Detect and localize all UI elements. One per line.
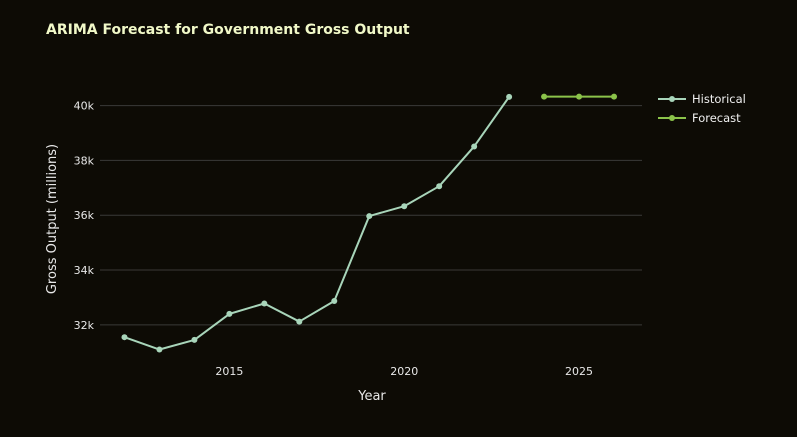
series-forecast[interactable] xyxy=(541,93,618,100)
legend[interactable]: Historical Forecast xyxy=(658,92,746,125)
data-point-historical[interactable] xyxy=(506,93,513,100)
series-historical[interactable] xyxy=(121,93,513,353)
legend-item-forecast[interactable]: Forecast xyxy=(658,111,741,125)
legend-marker-historical xyxy=(669,96,675,102)
data-point-historical[interactable] xyxy=(156,346,163,353)
data-point-historical[interactable] xyxy=(191,336,198,343)
data-point-historical[interactable] xyxy=(401,203,408,210)
x-tick-labels: 2015 2020 2025 xyxy=(215,365,593,378)
data-point-historical[interactable] xyxy=(261,300,268,307)
data-point-historical[interactable] xyxy=(121,334,128,341)
y-axis-label: Gross Output (millions) xyxy=(45,144,60,294)
data-point-forecast[interactable] xyxy=(576,93,583,100)
series-layer xyxy=(121,93,618,353)
data-point-historical[interactable] xyxy=(366,213,373,220)
data-point-forecast[interactable] xyxy=(611,93,618,100)
x-tick-label: 2015 xyxy=(215,365,243,378)
data-point-historical[interactable] xyxy=(436,183,443,190)
data-point-forecast[interactable] xyxy=(541,93,548,100)
legend-label-historical: Historical xyxy=(692,92,746,106)
legend-label-forecast: Forecast xyxy=(692,111,741,125)
legend-marker-forecast xyxy=(669,115,675,121)
y-tick-labels: 32k 34k 36k 38k 40k xyxy=(74,100,95,332)
y-tick-label: 32k xyxy=(74,319,95,332)
chart-title: ARIMA Forecast for Government Gross Outp… xyxy=(46,22,410,38)
y-tick-label: 40k xyxy=(74,100,95,113)
x-tick-label: 2025 xyxy=(565,365,593,378)
y-tick-label: 34k xyxy=(74,264,95,277)
x-axis-label: Year xyxy=(357,389,386,404)
y-tick-label: 36k xyxy=(74,209,95,222)
x-tick-label: 2020 xyxy=(390,365,418,378)
series-line-historical[interactable] xyxy=(124,96,510,351)
data-point-historical[interactable] xyxy=(331,298,338,305)
y-tick-label: 38k xyxy=(74,154,95,167)
data-point-historical[interactable] xyxy=(471,143,478,150)
data-point-historical[interactable] xyxy=(226,310,233,317)
legend-item-historical[interactable]: Historical xyxy=(658,92,746,106)
data-point-historical[interactable] xyxy=(296,318,303,325)
